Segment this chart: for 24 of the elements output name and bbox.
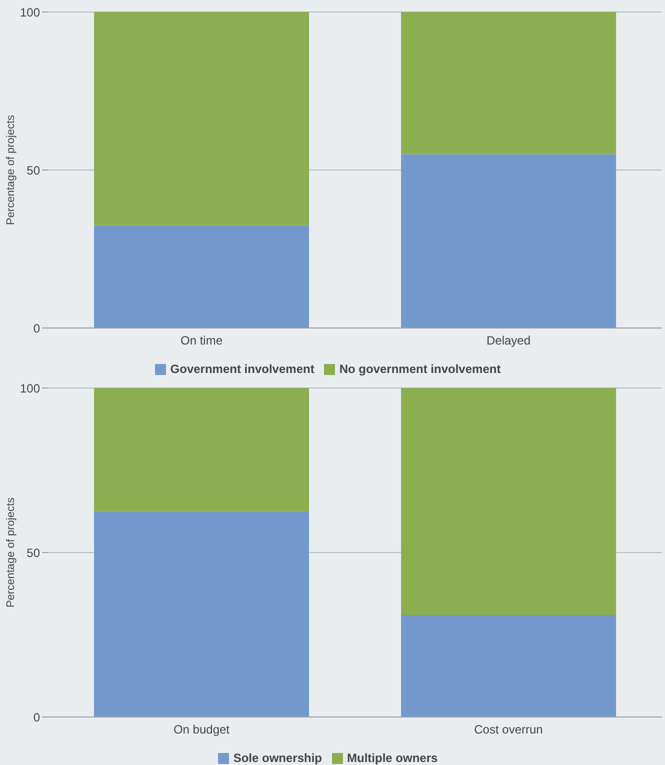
y-tick-label: 0 [33,321,40,336]
y-tick-label: 50 [26,163,40,178]
legend-label: Multiple owners [347,751,438,765]
bar [94,12,310,226]
bar [94,511,310,717]
bar [401,12,616,154]
y-tick-label: 0 [33,710,40,724]
legend-label: No government involvement [339,362,501,376]
legend-label: Sole ownership [233,751,322,765]
y-tick-label: 100 [20,381,40,396]
y-tick-label: 50 [26,546,40,560]
bar [401,154,616,328]
x-tick-label: Delayed [486,334,531,348]
bar [401,388,616,616]
x-tick-label: Cost overrun [474,722,543,737]
bar [94,388,310,512]
bar [94,225,310,328]
y-axis-title: Percentage of projects [4,114,17,226]
y-axis-title: Percentage of projects [4,496,17,608]
legend-label: Government involvement [170,362,314,376]
x-tick-label: On time [180,334,223,348]
x-tick-label: On budget [173,722,230,737]
bar [401,615,616,717]
y-tick-label: 100 [20,5,40,20]
